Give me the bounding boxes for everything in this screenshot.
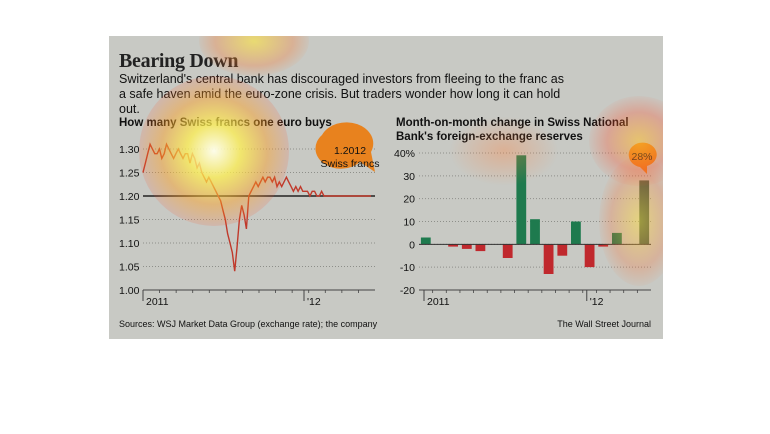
y-tick-label: 0: [409, 239, 415, 251]
y-tick-label: 20: [403, 194, 415, 206]
reserve-bar: [475, 244, 486, 252]
callout-label: Swiss francs: [321, 158, 380, 170]
exchange-rate-chart: 1.30 1.25 1.20 1.15 1.10 1.05 1.00 2011 '12 1.201…: [119, 122, 379, 308]
reserve-bar: [516, 155, 527, 245]
reserves-chart: 40% 30 20 10 0 -10 -20 2011 '12 28%: [394, 142, 657, 308]
x-tick-label: '12: [590, 296, 604, 308]
y-tick-label: 1.25: [119, 168, 140, 180]
reserve-bar: [530, 219, 540, 245]
reserve-bar: [557, 244, 568, 256]
y-tick-label: 30: [403, 171, 415, 183]
callout-value: 1.2012: [334, 145, 366, 157]
y-tick-label: 40%: [394, 148, 415, 160]
y-tick-label: 1.30: [119, 144, 140, 156]
graphic-panel: Bearing Down Switzerland's central bank …: [109, 36, 663, 339]
charts-canvas: 1.30 1.25 1.20 1.15 1.10 1.05 1.00 2011 '12 1.201…: [119, 122, 657, 308]
callout-bubble: [315, 122, 375, 172]
y-tick-label: -20: [400, 285, 415, 297]
reserve-bar: [584, 244, 595, 268]
source-note: Sources: WSJ Market Data Group (exchange…: [119, 319, 378, 329]
y-tick-label: 1.05: [119, 262, 140, 274]
x-tick-label: 2011: [146, 296, 169, 308]
reserve-bar: [461, 244, 472, 249]
y-tick-label: 1.00: [119, 285, 140, 297]
x-tick-label: '12: [307, 296, 321, 308]
callout-value: 28%: [631, 151, 652, 163]
y-tick-label: 1.20: [119, 191, 140, 203]
credit: The Wall Street Journal: [557, 319, 651, 329]
reserve-bar: [639, 180, 650, 245]
y-tick-label: 10: [403, 217, 415, 229]
y-tick-label: 1.15: [119, 215, 140, 227]
y-tick-label: 1.10: [119, 238, 140, 250]
chart-title-reserves: Month-on-month change in Swiss National …: [396, 117, 629, 143]
reserve-bar: [543, 244, 554, 274]
reserve-bar: [612, 232, 622, 245]
reserve-bar: [571, 221, 581, 245]
reserve-bar: [420, 237, 431, 245]
reserve-bar: [502, 244, 513, 258]
y-tick-label: -10: [400, 262, 415, 274]
reserve-bar: [448, 244, 458, 247]
x-tick-label: 2011: [427, 296, 450, 308]
